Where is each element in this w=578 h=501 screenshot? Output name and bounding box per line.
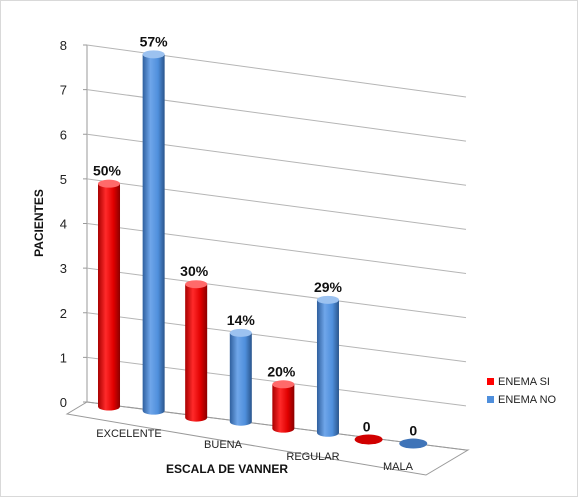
bar-body xyxy=(185,284,208,422)
legend-label-enema-no: ENEMA NO xyxy=(498,394,557,406)
y-tick-label: 0 xyxy=(60,395,67,410)
data-label: 29% xyxy=(314,279,343,295)
x-category-label: REGULAR xyxy=(286,451,339,463)
legend-swatch-enema-si xyxy=(487,378,494,385)
bar-enema-no-regular xyxy=(316,295,339,437)
bar-enema-si-excelente xyxy=(98,179,121,411)
y-tick-label: 6 xyxy=(60,127,67,142)
y-tick-label: 7 xyxy=(60,83,67,98)
bar-enema-si-buena xyxy=(185,280,208,422)
bar-top xyxy=(229,328,252,337)
bar-enema-no-buena xyxy=(229,328,252,426)
y-tick-label: 1 xyxy=(60,350,67,365)
bars xyxy=(98,50,428,449)
x-category-label: BUENA xyxy=(204,439,243,451)
y-tick-label: 2 xyxy=(60,306,67,321)
bar-body xyxy=(272,384,295,433)
bar-top xyxy=(142,50,165,59)
data-label: 0 xyxy=(409,423,417,439)
x-category-label: MALA xyxy=(383,461,414,473)
data-label: 50% xyxy=(93,163,122,179)
bar-body xyxy=(142,54,165,415)
data-label: 57% xyxy=(140,33,169,49)
bar-top xyxy=(98,179,121,188)
bar-enema-si-regular xyxy=(272,380,295,433)
data-label: 0 xyxy=(363,418,371,434)
bar-zero-disk xyxy=(399,438,428,449)
bar-top xyxy=(185,280,208,289)
data-labels: 50% 30% 20% 0 57% 14% 29% 0 xyxy=(93,33,417,438)
y-axis-title: PACIENTES xyxy=(32,189,46,257)
legend-swatch-enema-no xyxy=(487,396,494,403)
bar-zero-disk xyxy=(354,434,383,445)
x-axis-categories: EXCELENTE BUENA REGULAR MALA xyxy=(96,428,413,473)
legend: ENEMA SI ENEMA NO xyxy=(487,376,557,406)
bar-top xyxy=(272,380,295,389)
x-axis-title: ESCALA DE VANNER xyxy=(166,462,288,476)
bar-enema-si-mala xyxy=(354,434,383,445)
bar-enema-no-excelente xyxy=(142,50,165,415)
data-label: 20% xyxy=(267,363,296,379)
bar-body xyxy=(98,183,121,411)
data-label: 30% xyxy=(180,263,209,279)
plot-walls xyxy=(65,45,470,476)
bar-body xyxy=(229,332,252,426)
data-label: 14% xyxy=(227,312,256,328)
legend-label-enema-si: ENEMA SI xyxy=(498,376,550,388)
bar-top xyxy=(316,295,339,304)
bar-enema-no-mala xyxy=(399,438,428,449)
x-category-label: EXCELENTE xyxy=(96,428,161,440)
y-axis-ticks: 0 1 2 3 4 5 6 7 8 xyxy=(60,38,87,410)
y-tick-label: 4 xyxy=(60,217,67,232)
bar-body xyxy=(316,299,339,437)
y-tick-label: 3 xyxy=(60,261,67,276)
y-tick-label: 5 xyxy=(60,172,67,187)
y-tick-label: 8 xyxy=(60,38,67,53)
